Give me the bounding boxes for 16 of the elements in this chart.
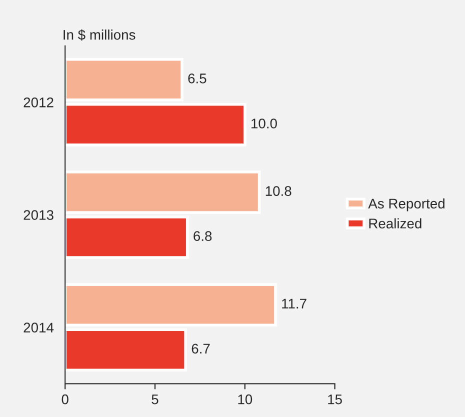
data-label: 6.7	[192, 344, 210, 354]
data-label: 10.0	[252, 118, 277, 128]
x-tick-label: 10	[238, 394, 252, 404]
y-tick-label: 2014	[24, 322, 54, 333]
legend-label: Realized	[369, 218, 422, 228]
data-label: 6.8	[194, 231, 212, 241]
data-label: 6.5	[188, 74, 206, 84]
x-tick-label: 15	[328, 394, 342, 404]
x-tick-label: 0	[62, 394, 68, 404]
data-label: 10.8	[266, 186, 292, 196]
legend-label: As Reported	[368, 198, 444, 212]
y-tick-label: 2013	[24, 210, 54, 220]
x-tick-label: 5	[152, 394, 158, 404]
data-label: 11.7	[282, 298, 306, 308]
y-tick-label: 2012	[24, 98, 54, 108]
y-axis-title: In $ millions	[64, 29, 136, 41]
